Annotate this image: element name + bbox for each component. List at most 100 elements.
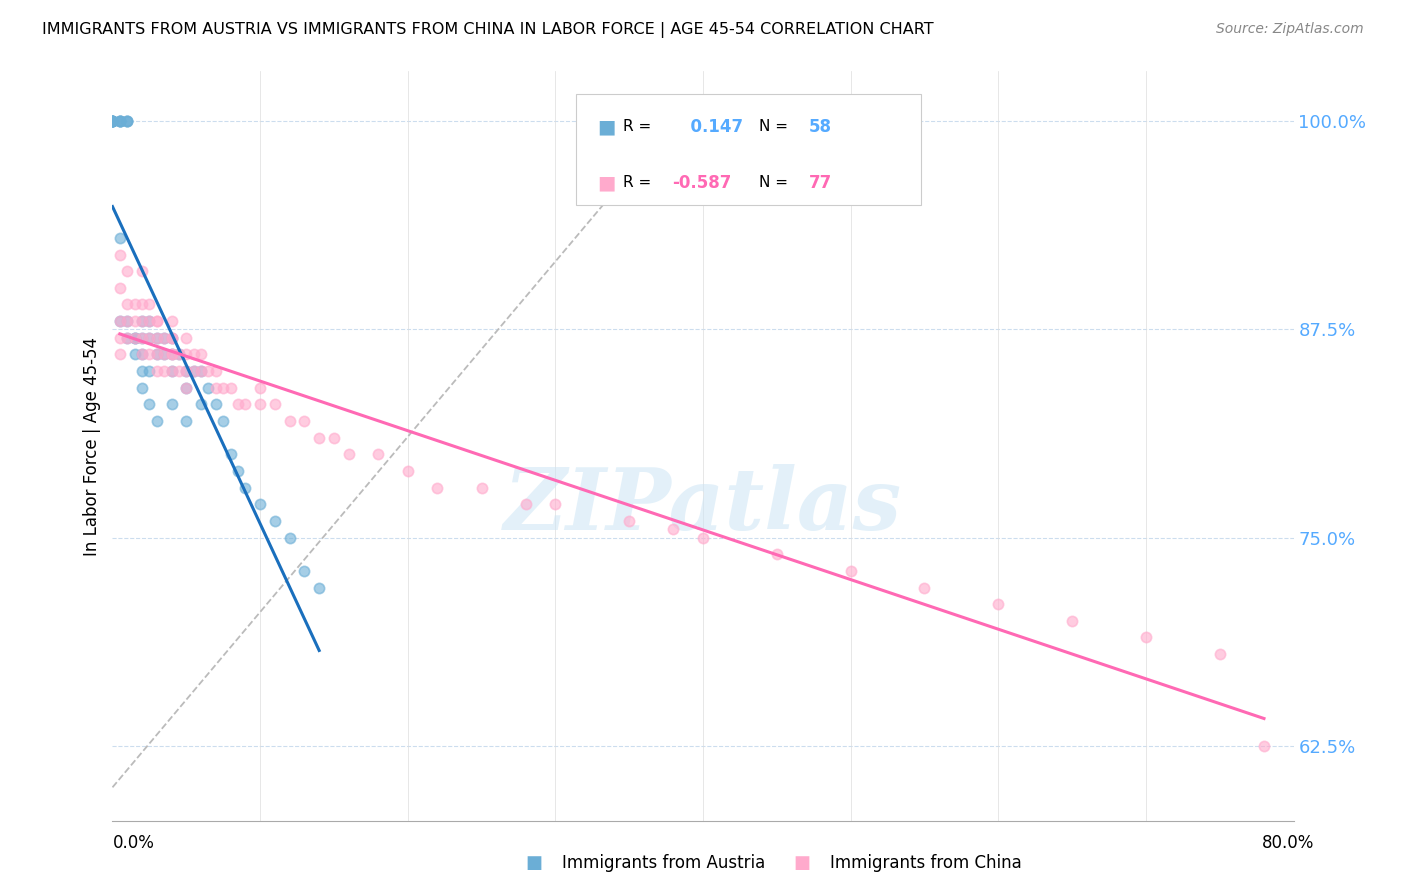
Point	[323, 431, 346, 445]
Point	[101, 114, 124, 128]
Point	[167, 347, 190, 361]
Point	[131, 331, 153, 345]
Point	[544, 497, 567, 511]
Point	[160, 331, 183, 345]
Text: IMMIGRANTS FROM AUSTRIA VS IMMIGRANTS FROM CHINA IN LABOR FORCE | AGE 45-54 CORR: IMMIGRANTS FROM AUSTRIA VS IMMIGRANTS FR…	[42, 22, 934, 38]
Point	[131, 314, 153, 328]
Point	[138, 297, 160, 311]
Point	[117, 114, 138, 128]
Point	[131, 364, 153, 378]
Point	[190, 364, 212, 378]
Point	[117, 331, 138, 345]
Text: R =: R =	[623, 176, 651, 190]
Text: 80.0%: 80.0%	[1263, 834, 1315, 852]
Text: Immigrants from Austria: Immigrants from Austria	[562, 855, 766, 872]
Point	[183, 364, 205, 378]
Point	[117, 314, 138, 328]
Point	[226, 397, 249, 411]
Point	[146, 347, 169, 361]
Y-axis label: In Labor Force | Age 45-54: In Labor Force | Age 45-54	[83, 336, 101, 556]
Point	[396, 464, 419, 478]
Point	[662, 522, 685, 536]
Point	[101, 114, 124, 128]
Point	[124, 314, 146, 328]
Point	[117, 114, 138, 128]
Point	[249, 497, 271, 511]
Point	[470, 481, 494, 495]
Point	[108, 114, 131, 128]
Point	[212, 414, 235, 428]
Text: N =: N =	[759, 176, 789, 190]
Point	[1135, 631, 1157, 645]
Point	[278, 414, 301, 428]
Point	[197, 381, 219, 395]
Point	[264, 397, 287, 411]
Point	[766, 547, 789, 561]
Point	[308, 581, 330, 595]
Point	[108, 314, 131, 328]
Point	[124, 331, 146, 345]
Point	[160, 331, 183, 345]
Point	[153, 364, 176, 378]
Point	[205, 381, 228, 395]
Point	[219, 447, 242, 461]
Point	[226, 464, 249, 478]
Text: 0.0%: 0.0%	[112, 834, 155, 852]
Point	[108, 247, 131, 261]
Text: ■: ■	[598, 117, 616, 136]
Point	[233, 397, 256, 411]
Point	[124, 331, 146, 345]
Point	[914, 581, 936, 595]
Point	[426, 481, 449, 495]
Point	[146, 414, 169, 428]
Point	[337, 447, 360, 461]
Point	[367, 447, 389, 461]
Point	[153, 331, 176, 345]
Point	[138, 397, 160, 411]
Text: Source: ZipAtlas.com: Source: ZipAtlas.com	[1216, 22, 1364, 37]
Point	[167, 364, 190, 378]
Point	[146, 314, 169, 328]
Point	[117, 114, 138, 128]
Point	[160, 314, 183, 328]
Point	[131, 331, 153, 345]
Point	[108, 231, 131, 245]
Point	[1062, 614, 1084, 628]
Point	[1253, 739, 1275, 753]
Point	[190, 364, 212, 378]
Point	[219, 381, 242, 395]
Point	[117, 297, 138, 311]
Point	[839, 564, 862, 578]
Point	[197, 364, 219, 378]
Text: 58: 58	[808, 118, 831, 136]
Point	[131, 314, 153, 328]
Point	[101, 114, 124, 128]
Point	[131, 347, 153, 361]
Point	[249, 381, 271, 395]
Point	[117, 314, 138, 328]
Text: N =: N =	[759, 120, 789, 134]
Point	[101, 114, 124, 128]
Point	[292, 564, 315, 578]
Point	[160, 364, 183, 378]
Point	[124, 297, 146, 311]
Point	[146, 331, 169, 345]
Point	[131, 347, 153, 361]
Point	[190, 397, 212, 411]
Point	[160, 397, 183, 411]
Point	[146, 364, 169, 378]
Point	[278, 531, 301, 545]
Text: ■: ■	[793, 855, 810, 872]
Point	[117, 331, 138, 345]
Point	[160, 347, 183, 361]
Point	[308, 431, 330, 445]
Point	[153, 347, 176, 361]
Point	[108, 331, 131, 345]
Point	[515, 497, 537, 511]
Point	[233, 481, 256, 495]
Point	[146, 347, 169, 361]
Point	[174, 364, 197, 378]
Point	[108, 114, 131, 128]
Text: R =: R =	[623, 120, 651, 134]
Point	[153, 347, 176, 361]
